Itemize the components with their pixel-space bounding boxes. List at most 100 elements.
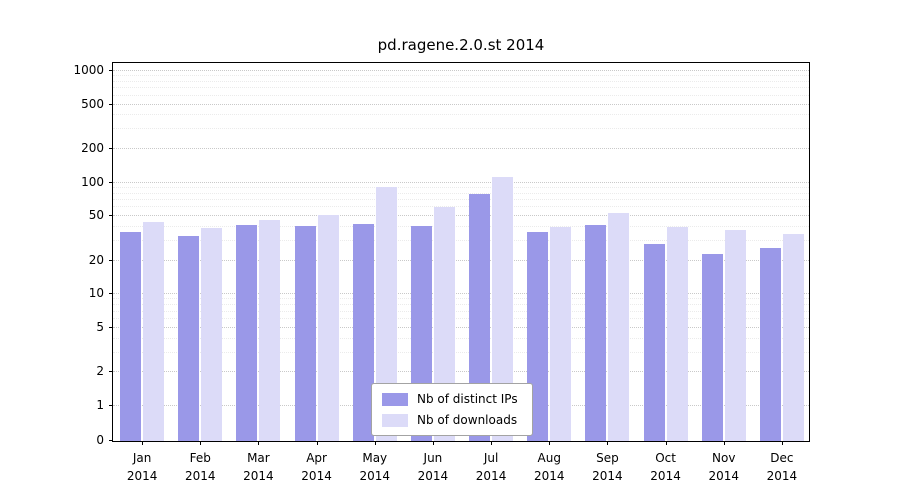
gridline-major [113, 148, 809, 150]
y-tick-mark [109, 181, 113, 183]
gridline-minor [113, 128, 809, 130]
x-tick-mark [491, 441, 493, 445]
y-tick-mark [109, 405, 113, 406]
bar-may-distinct-ips [352, 223, 374, 441]
gridline-major [113, 215, 809, 217]
bar-mar-distinct-ips [236, 224, 258, 441]
gridline-major [113, 70, 809, 71]
bar-feb-distinct-ips [178, 236, 200, 441]
legend-swatch-distinct-ips [382, 392, 408, 406]
y-tick-mark [109, 440, 113, 441]
x-tick-label-nov: Nov 2014 [708, 451, 740, 483]
gridline-minor [113, 80, 809, 82]
bar-nov-downloads [724, 229, 746, 441]
x-tick-label-dec: Dec 2014 [766, 451, 798, 483]
bar-oct-distinct-ips [643, 244, 665, 441]
bar-jul-distinct-ips [469, 193, 491, 441]
legend-swatch-downloads [382, 413, 408, 427]
y-tick-mark [109, 371, 113, 373]
bar-dec-downloads [782, 233, 804, 441]
x-tick-label-oct: Oct 2014 [650, 451, 681, 483]
legend-item-downloads: Nb of downloads [382, 413, 518, 427]
y-tick-mark [109, 70, 113, 71]
y-tick-label: 0 [96, 433, 104, 447]
y-tick-mark [109, 259, 113, 261]
bar-jun-downloads [433, 207, 455, 441]
bar-oct-downloads [666, 227, 688, 441]
x-tick-label-mar: Mar 2014 [243, 451, 274, 483]
legend-label-distinct-ips: Nb of distinct IPs [417, 392, 518, 406]
bar-apr-downloads [317, 215, 339, 441]
x-tick-mark [549, 441, 551, 445]
bar-jan-distinct-ips [120, 232, 142, 441]
y-tick-label: 5 [96, 319, 104, 334]
y-tick-label: 1000 [73, 63, 104, 77]
gridline-minor [113, 94, 809, 96]
y-tick-mark [109, 103, 113, 105]
gridline-minor [113, 310, 809, 312]
y-tick-mark [109, 148, 113, 150]
y-tick-label: 50 [88, 208, 104, 223]
x-tick-label-jun: Jun 2014 [417, 451, 449, 483]
x-tick-label-feb: Feb 2014 [184, 451, 216, 483]
x-tick-mark [316, 441, 318, 445]
gridline-major [113, 181, 809, 183]
gridline-minor [113, 298, 809, 300]
bar-aug-downloads [550, 227, 572, 441]
gridline-minor [113, 240, 809, 242]
gridline-minor [113, 337, 809, 339]
bar-sep-downloads [608, 213, 630, 441]
y-tick-label: 2 [96, 364, 104, 379]
y-axis: 0 1 2 5 10 20 50 100 200 500 1000 [73, 63, 809, 447]
bar-apr-distinct-ips [294, 225, 316, 441]
y-tick-mark [109, 326, 113, 328]
x-tick-label-jul: Jul 2014 [475, 451, 507, 483]
y-tick-label: 100 [81, 174, 104, 189]
gridline-minor [113, 206, 809, 208]
x-tick-mark [374, 441, 376, 445]
y-tick-mark [109, 215, 113, 217]
x-tick-mark [142, 441, 144, 445]
x-tick-mark [200, 441, 202, 445]
bar-may-downloads [375, 186, 397, 441]
bar-dec-distinct-ips [759, 248, 781, 441]
x-tick-label-aug: Aug 2014 [533, 451, 565, 483]
gridline-minor [113, 226, 809, 228]
gridline-minor [113, 304, 809, 306]
chart-title: pd.ragene.2.0.st 2014 [377, 36, 545, 54]
bar-jan-downloads [143, 222, 165, 441]
bars-layer [113, 63, 809, 441]
y-tick-label: 200 [81, 141, 104, 156]
x-tick-label-apr: Apr 2014 [301, 451, 332, 483]
legend: Nb of distinct IPs Nb of downloads [371, 383, 533, 436]
bar-jul-downloads [492, 177, 514, 441]
gridline-minor [113, 192, 809, 194]
y-tick-label: 500 [81, 96, 104, 111]
x-axis: Jan 2014 Feb 2014 Mar 2014 Apr 2014 May 2014 Jun 20… [113, 63, 809, 483]
x-tick-mark [258, 441, 260, 445]
gridline-major [113, 259, 809, 261]
plot-area: 0 1 2 5 10 20 50 100 200 500 1000 Jan 2014 Feb 2014 Ma… [73, 62, 810, 483]
x-tick-label-sep: Sep 2014 [592, 451, 623, 483]
gridline-minor [113, 186, 809, 188]
y-tick-label: 20 [88, 252, 104, 267]
x-tick-mark [665, 441, 667, 445]
legend-item-distinct-ips: Nb of distinct IPs [382, 392, 518, 406]
gridline-major [113, 326, 809, 328]
y-tick-label: 10 [88, 286, 104, 301]
gridline-major [113, 293, 809, 295]
gridline-minor [113, 87, 809, 89]
gridline-minor [113, 75, 809, 77]
bar-mar-downloads [259, 220, 281, 441]
gridline-major [113, 371, 809, 373]
x-tick-mark [723, 441, 725, 445]
bar-nov-distinct-ips [701, 253, 723, 441]
gridline-minor [113, 351, 809, 353]
x-tick-mark [781, 441, 783, 445]
y-tick-label: 1 [96, 398, 104, 412]
x-tick-label-jan: Jan 2014 [126, 451, 158, 483]
legend-label-downloads: Nb of downloads [417, 413, 518, 427]
y-tick-mark [109, 293, 113, 295]
x-tick-label-may: May 2014 [359, 451, 391, 483]
